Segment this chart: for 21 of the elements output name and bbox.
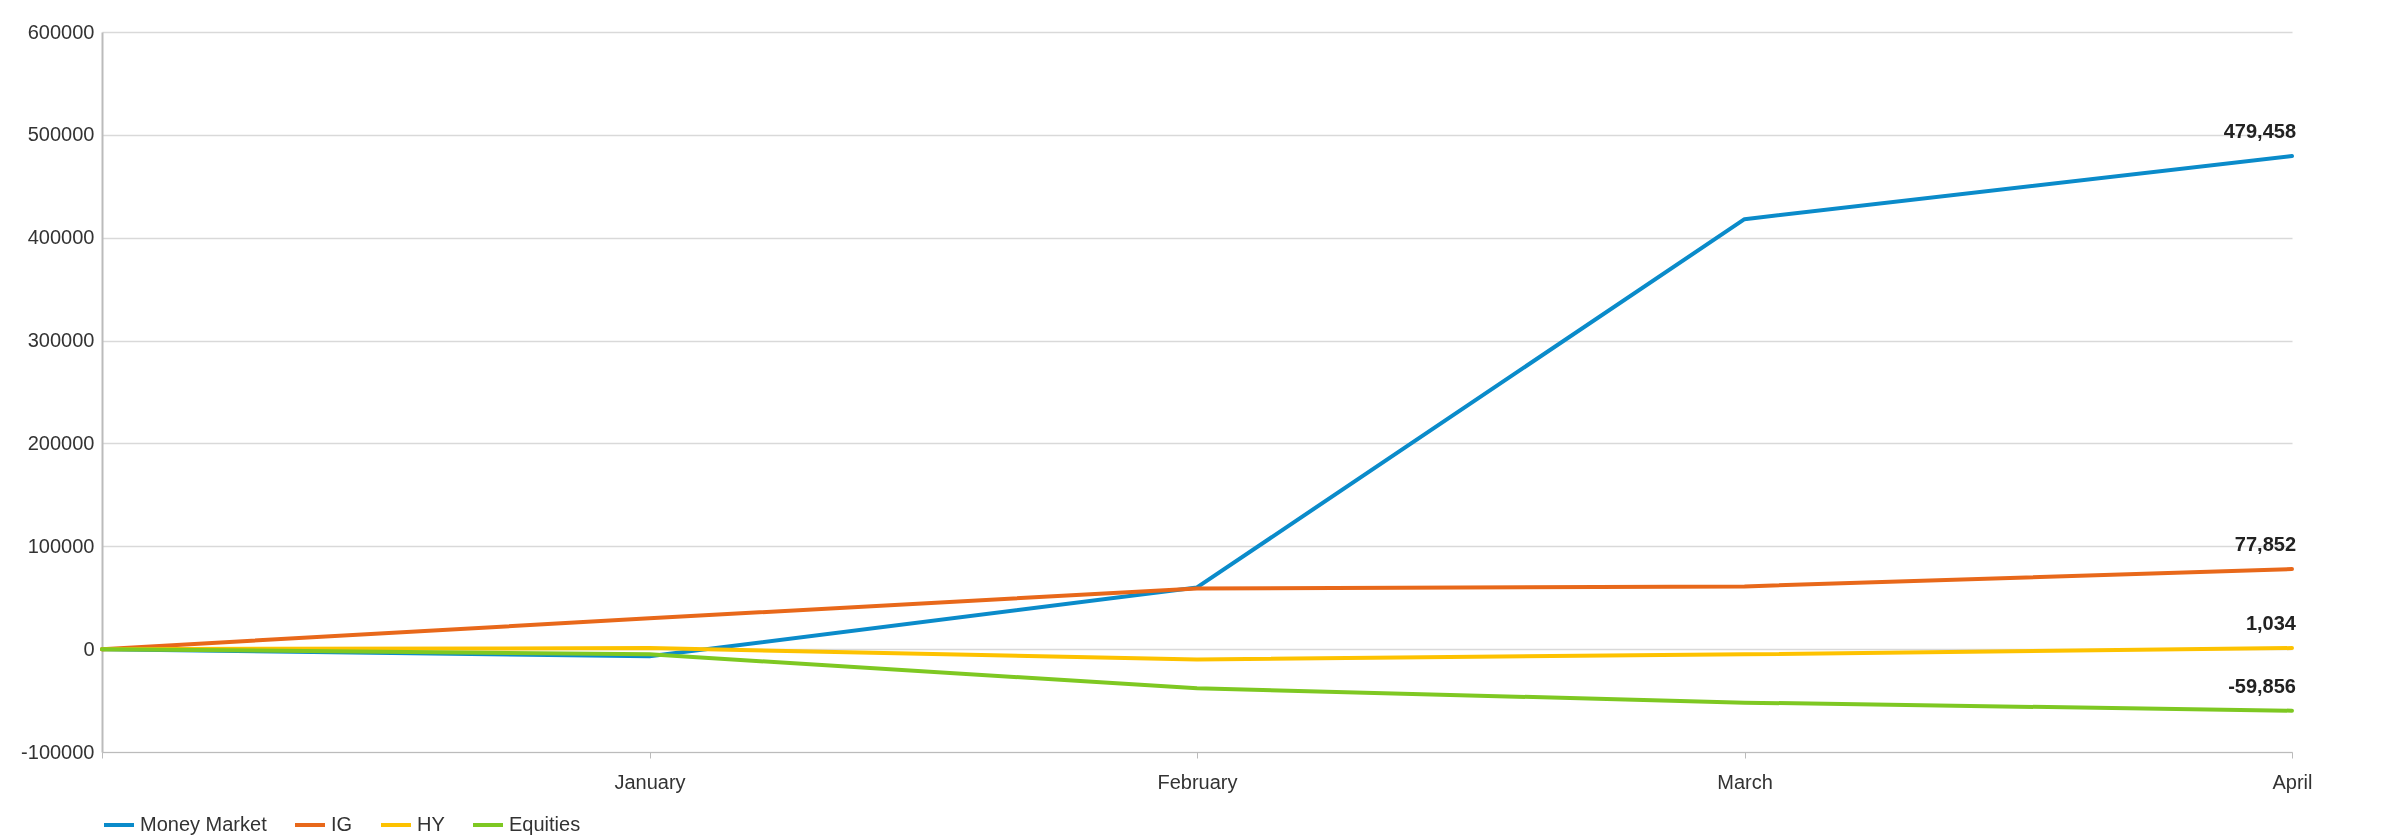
y-tick-label: 0 (83, 637, 95, 660)
y-tick-label: 400000 (27, 226, 95, 249)
data-label: 479,458 (2223, 119, 2296, 142)
legend-label: IG (331, 813, 353, 835)
legend-label: HY (417, 813, 445, 835)
y-tick-label: 200000 (27, 431, 95, 454)
legend-label: Equities (509, 813, 581, 835)
line-series (100, 647, 2294, 713)
data-label: -59,856 (2228, 674, 2296, 697)
y-tick-label: 500000 (27, 123, 95, 146)
data-label: 1,034 (2245, 612, 2297, 635)
legend-label: Money Market (140, 813, 268, 835)
y-tick-label: 600000 (27, 20, 95, 43)
x-tick-label: January (614, 770, 686, 793)
y-tick-label: 300000 (27, 329, 95, 352)
x-tick-label: March (1717, 770, 1773, 793)
data-label: 77,852 (2234, 533, 2296, 556)
y-tick-label: -100000 (21, 740, 95, 763)
x-tick-label: April (2272, 770, 2313, 793)
y-tick-label: 100000 (27, 534, 95, 557)
x-tick-label: February (1157, 770, 1238, 793)
